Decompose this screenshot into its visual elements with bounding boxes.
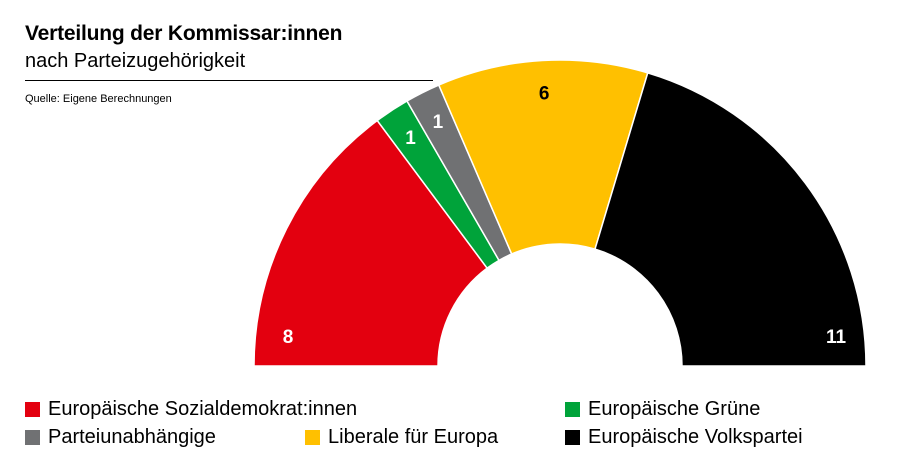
legend: Europäische Sozialdemokrat:innen Europäi… — [25, 398, 885, 458]
legend-item-gruene: Europäische Grüne — [565, 398, 760, 421]
legend-item-sozialdemokraten: Europäische Sozialdemokrat:innen — [25, 398, 357, 421]
legend-swatch — [25, 430, 40, 445]
legend-swatch — [565, 430, 580, 445]
legend-item-liberale: Liberale für Europa — [305, 426, 498, 449]
chart-title: Verteilung der Kommissar:innen — [25, 22, 343, 45]
chart-subtitle: nach Parteizugehörigkeit — [25, 50, 246, 72]
legend-swatch — [565, 402, 580, 417]
legend-item-parteiunabhaengige: Parteiunabhängige — [25, 426, 216, 449]
data-label-0: 8 — [283, 327, 294, 348]
legend-label: Parteiunabhängige — [48, 426, 216, 448]
legend-label: Europäische Grüne — [588, 398, 761, 420]
data-label-3: 6 — [539, 83, 550, 104]
legend-label: Europäische Volkspartei — [588, 426, 803, 448]
data-label-4: 11 — [826, 327, 847, 348]
slice-0 — [253, 119, 489, 367]
data-label-1: 1 — [405, 128, 416, 149]
slice-3 — [437, 59, 649, 255]
legend-swatch — [305, 430, 320, 445]
slice-4 — [594, 71, 867, 367]
data-label-2: 1 — [433, 112, 444, 133]
source-note: Quelle: Eigene Berechnungen — [25, 93, 172, 105]
legend-label: Europäische Sozialdemokrat:innen — [48, 398, 358, 420]
legend-swatch — [25, 402, 40, 417]
legend-label: Liberale für Europa — [328, 426, 499, 448]
title-divider — [25, 80, 433, 81]
legend-item-volkspartei: Europäische Volkspartei — [565, 426, 803, 449]
